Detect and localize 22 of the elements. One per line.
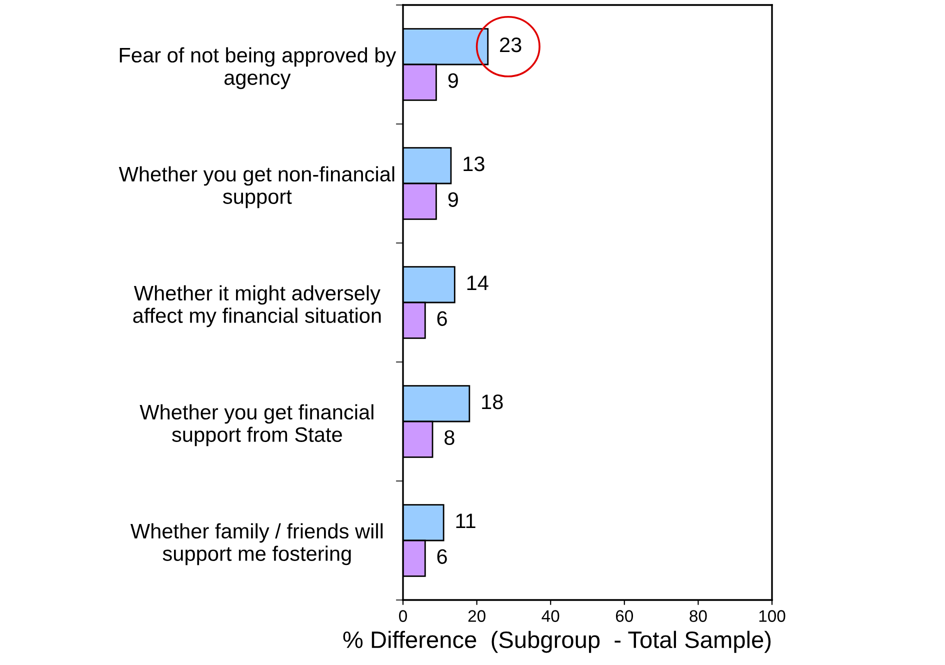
y-tick-label: Whether family / friends will support me fostering (130, 523, 383, 566)
data-label: 14 (467, 276, 488, 290)
data-label: 8 (444, 430, 454, 445)
data-label: 6 (437, 549, 447, 564)
y-tick-label: Fear of not being approved by agency (120, 47, 396, 90)
y-tick-label: Whether you get financial support from State (140, 404, 374, 446)
x-tick-label: 0 (399, 610, 407, 622)
data-label: 9 (448, 192, 458, 207)
data-label: 13 (464, 156, 484, 172)
data-label: 18 (482, 394, 503, 410)
x-tick-label: 100 (759, 610, 786, 622)
x-tick-label: 40 (542, 610, 560, 622)
data-label: 6 (437, 311, 447, 326)
data-label: 23 (500, 37, 522, 52)
y-tick-label: Whether you get non-financial support (118, 166, 394, 208)
x-tick-label: 20 (468, 610, 486, 622)
x-tick-label: 60 (616, 610, 634, 622)
y-tick-label: Whether it might adversely affect my financial situation (133, 285, 381, 328)
x-tick-label: 80 (690, 610, 707, 622)
data-label: 9 (448, 73, 458, 88)
x-axis-title: % Difference (Subgroup - Total Sample) (343, 630, 771, 653)
data-label: 11 (456, 514, 476, 528)
